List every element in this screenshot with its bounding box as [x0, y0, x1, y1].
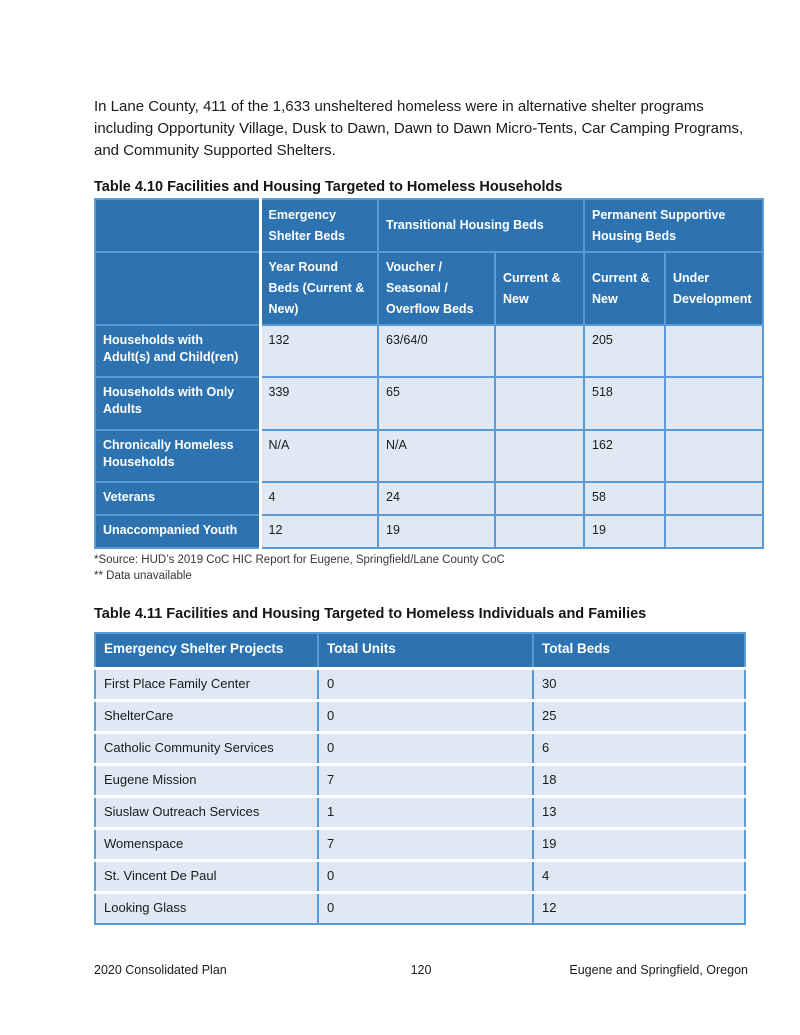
table-row-looking-glass: Looking Glass 0 12	[94, 892, 746, 925]
column-header-total-units: Total Units	[317, 632, 534, 670]
table-row-eugene-mission: Eugene Mission 7 18	[94, 764, 746, 798]
table-row-unaccompanied-youth: Unaccompanied Youth 12 19 19	[94, 514, 764, 549]
document-page: In Lane County, 411 of the 1,633 unshelt…	[94, 98, 764, 977]
cell-year-round-beds: 132	[259, 324, 379, 378]
row-label: Households with Adult(s) and Child(ren)	[94, 324, 262, 378]
cell-voucher-seasonal-overflow: N/A	[377, 429, 496, 483]
page-footer: 2020 Consolidated Plan 120 Eugene and Sp…	[94, 963, 748, 977]
cell-total-units: 7	[317, 828, 534, 862]
cell-under-development	[664, 376, 764, 431]
cell-psh-current-new: 205	[583, 324, 667, 378]
cell-total-beds: 18	[532, 764, 746, 798]
group-header-emergency-shelter-beds: Emergency Shelter Beds	[259, 198, 379, 253]
cell-total-units: 0	[317, 668, 534, 702]
row-label: Unaccompanied Youth	[94, 514, 262, 549]
cell-total-units: 0	[317, 860, 534, 894]
cell-transitional-current-new	[493, 429, 586, 483]
cell-total-units: 0	[317, 732, 534, 766]
cell-total-beds: 25	[532, 700, 746, 734]
table-4-10-group-header-row: Emergency Shelter Beds Transitional Hous…	[94, 198, 764, 253]
cell-under-development	[664, 514, 764, 549]
footer-document-title: 2020 Consolidated Plan	[94, 963, 227, 977]
cell-under-development	[664, 481, 764, 516]
table-row-chronically-homeless: Chronically Homeless Households N/A N/A …	[94, 429, 764, 483]
table-4-10-footnotes: *Source: HUD’s 2019 CoC HIC Report for E…	[94, 553, 748, 584]
table-4-10-title: Table 4.10 Facilities and Housing Target…	[94, 179, 563, 195]
cell-total-beds: 4	[532, 860, 746, 894]
table-row-households-only-adults: Households with Only Adults 339 65 518	[94, 376, 764, 431]
table-4-10: Emergency Shelter Beds Transitional Hous…	[94, 198, 764, 549]
cell-project: St. Vincent De Paul	[94, 860, 319, 894]
cell-psh-current-new: 162	[583, 429, 667, 483]
table-row-veterans: Veterans 4 24 58	[94, 481, 764, 516]
cell-transitional-current-new	[493, 481, 586, 516]
cell-total-units: 0	[317, 700, 534, 734]
table-4-11-header-row: Emergency Shelter Projects Total Units T…	[94, 632, 746, 670]
table-4-11: Emergency Shelter Projects Total Units T…	[94, 632, 746, 925]
cell-psh-current-new: 19	[583, 514, 667, 549]
table-row-households-adults-children: Households with Adult(s) and Child(ren) …	[94, 324, 764, 378]
row-label: Veterans	[94, 481, 262, 516]
table-row-sheltercare: ShelterCare 0 25	[94, 700, 746, 734]
cell-total-beds: 12	[532, 892, 746, 925]
sub-header-psh-current-new: Current & New	[583, 251, 667, 326]
row-label: Households with Only Adults	[94, 376, 262, 431]
footnote-data-unavailable: ** Data unavailable	[94, 569, 192, 582]
table-row-first-place-family-center: First Place Family Center 0 30	[94, 668, 746, 702]
sub-header-year-round-beds: Year Round Beds (Current & New)	[259, 251, 379, 326]
cell-total-beds: 6	[532, 732, 746, 766]
column-header-total-beds: Total Beds	[532, 632, 746, 670]
cell-project: Womenspace	[94, 828, 319, 862]
cell-under-development	[664, 429, 764, 483]
sub-header-transitional-current-new: Current & New	[493, 251, 586, 326]
footer-page-number: 120	[410, 963, 432, 977]
row-label: Chronically Homeless Households	[94, 429, 262, 483]
cell-transitional-current-new	[493, 324, 586, 378]
cell-total-units: 0	[317, 892, 534, 925]
cell-voucher-seasonal-overflow: 24	[377, 481, 496, 516]
cell-voucher-seasonal-overflow: 65	[377, 376, 496, 431]
cell-year-round-beds: N/A	[259, 429, 379, 483]
cell-psh-current-new: 58	[583, 481, 667, 516]
cell-total-units: 7	[317, 764, 534, 798]
column-header-emergency-shelter-projects: Emergency Shelter Projects	[94, 632, 319, 670]
cell-transitional-current-new	[493, 514, 586, 549]
corner-cell	[94, 251, 262, 326]
cell-year-round-beds: 339	[259, 376, 379, 431]
cell-year-round-beds: 4	[259, 481, 379, 516]
cell-project: Siuslaw Outreach Services	[94, 796, 319, 830]
sub-header-voucher-seasonal-overflow: Voucher / Seasonal / Overflow Beds	[377, 251, 496, 326]
cell-project: First Place Family Center	[94, 668, 319, 702]
footnote-source: *Source: HUD’s 2019 CoC HIC Report for E…	[94, 554, 505, 566]
cell-voucher-seasonal-overflow: 63/64/0	[377, 324, 496, 378]
cell-year-round-beds: 12	[259, 514, 379, 549]
cell-transitional-current-new	[493, 376, 586, 431]
corner-cell	[94, 198, 262, 253]
sub-header-under-development: Under Development	[664, 251, 764, 326]
cell-total-beds: 19	[532, 828, 746, 862]
cell-project: Looking Glass	[94, 892, 319, 925]
cell-total-beds: 13	[532, 796, 746, 830]
table-row-st-vincent-de-paul: St. Vincent De Paul 0 4	[94, 860, 746, 894]
footer-location: Eugene and Springfield, Oregon	[569, 963, 748, 977]
table-row-siuslaw-outreach-services: Siuslaw Outreach Services 1 13	[94, 796, 746, 830]
cell-psh-current-new: 518	[583, 376, 667, 431]
group-header-permanent-supportive-housing-beds: Permanent Supportive Housing Beds	[583, 198, 764, 253]
cell-under-development	[664, 324, 764, 378]
group-header-transitional-housing-beds: Transitional Housing Beds	[376, 198, 586, 253]
table-4-11-title: Table 4.11 Facilities and Housing Target…	[94, 606, 647, 622]
cell-voucher-seasonal-overflow: 19	[377, 514, 496, 549]
cell-total-beds: 30	[532, 668, 746, 702]
intro-paragraph: In Lane County, 411 of the 1,633 unshelt…	[94, 98, 744, 159]
cell-project: ShelterCare	[94, 700, 319, 734]
cell-total-units: 1	[317, 796, 534, 830]
cell-project: Eugene Mission	[94, 764, 319, 798]
cell-project: Catholic Community Services	[94, 732, 319, 766]
table-row-catholic-community-services: Catholic Community Services 0 6	[94, 732, 746, 766]
table-row-womenspace: Womenspace 7 19	[94, 828, 746, 862]
table-4-10-sub-header-row: Year Round Beds (Current & New) Voucher …	[94, 251, 764, 326]
